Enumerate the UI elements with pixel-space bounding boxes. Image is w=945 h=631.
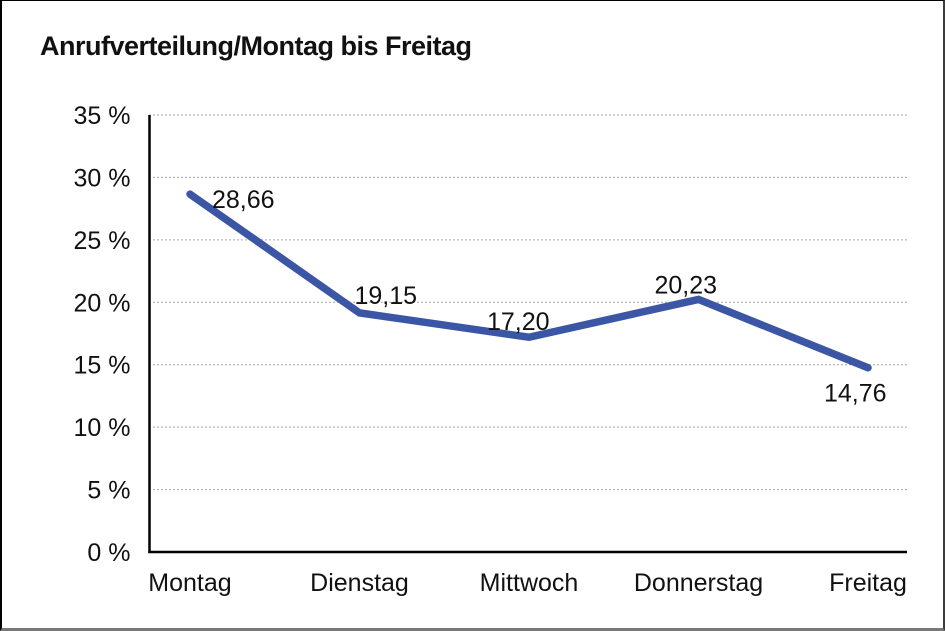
x-category-label: Montag: [148, 569, 231, 597]
y-tick-label: 10 %: [74, 414, 131, 442]
data-series-line: [186, 190, 872, 372]
x-category-label: Dienstag: [310, 569, 409, 597]
x-category-label: Mittwoch: [480, 569, 579, 597]
data-point-label: 20,23: [655, 271, 718, 299]
data-point-label: 28,66: [212, 186, 275, 214]
y-tick-label: 25 %: [74, 227, 131, 255]
data-point-label: 14,76: [824, 380, 887, 408]
x-category-label: Freitag: [829, 569, 907, 597]
y-tick-label: 20 %: [74, 289, 131, 317]
y-tick-label: 15 %: [74, 352, 131, 380]
y-tick-label: 30 %: [74, 164, 131, 192]
x-category-label: Donnerstag: [634, 569, 763, 597]
data-point-label: 19,15: [355, 282, 418, 310]
data-point-label: 17,20: [487, 308, 550, 336]
chart-title: Anrufverteilung/Montag bis Freitag: [40, 31, 472, 61]
y-tick-label: 5 %: [87, 477, 130, 505]
y-tick-label: 0 %: [87, 539, 130, 567]
y-tick-label: 35 %: [74, 102, 131, 130]
